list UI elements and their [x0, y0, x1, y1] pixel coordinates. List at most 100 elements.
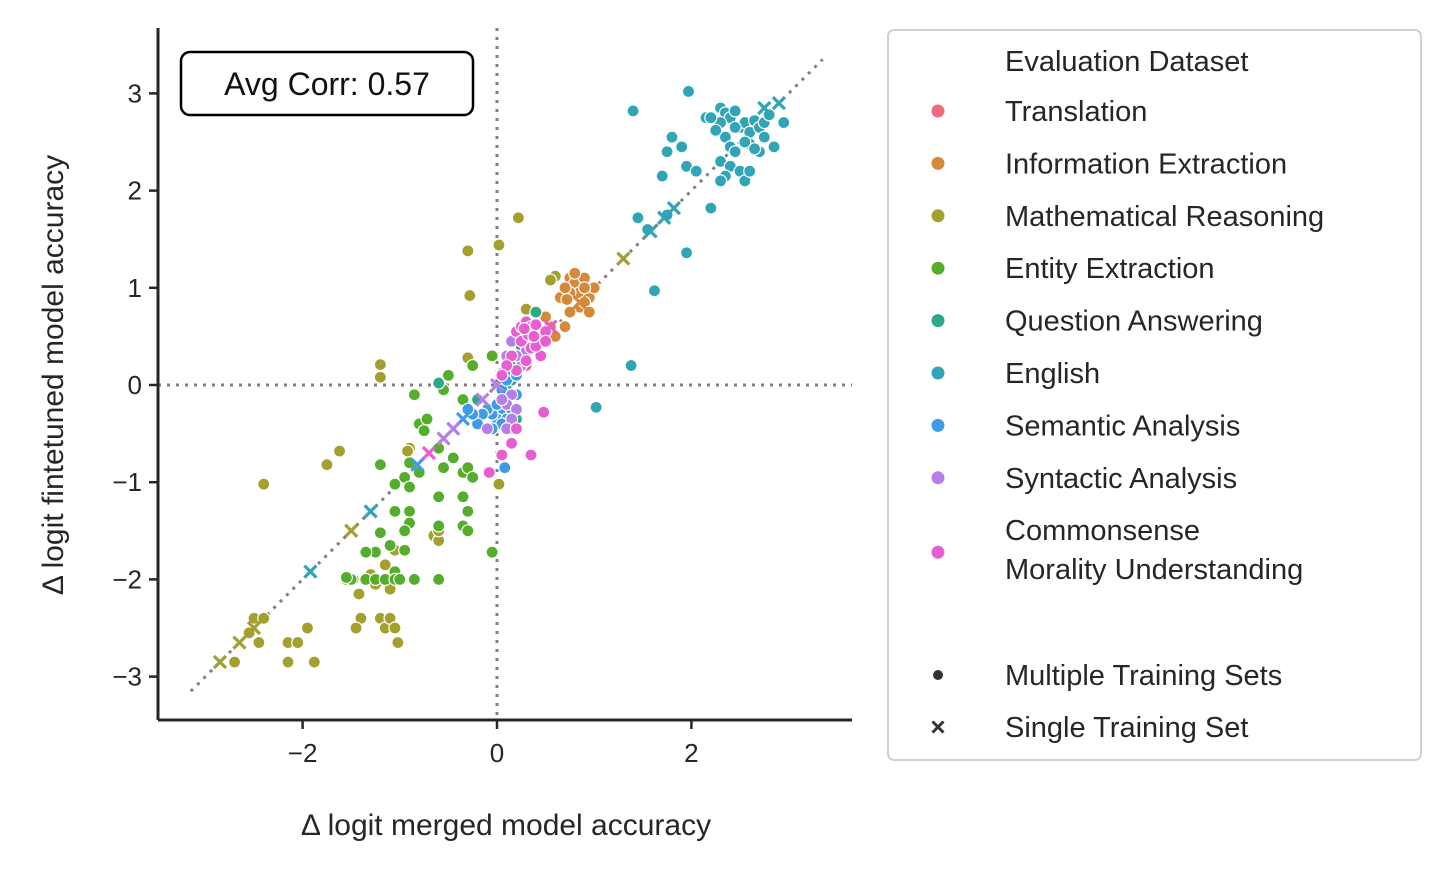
point-entity-extraction	[393, 572, 407, 587]
corr-annotation-box	[179, 50, 475, 117]
single-point-mathematical-reasoning	[344, 523, 359, 538]
point-mathematical-reasoning	[388, 621, 402, 635]
legend-frame	[887, 29, 1422, 761]
point-english	[631, 211, 645, 225]
legend-label-translation: Translation	[1005, 96, 1147, 128]
single-point-syntactic-analysis	[475, 392, 490, 407]
y-tick-label: 2	[128, 176, 142, 206]
point-entity-extraction	[402, 504, 417, 518]
point-entity-extraction	[388, 477, 402, 491]
point-commonsense-morality-understanding	[495, 448, 509, 462]
point-entity-extraction	[446, 451, 460, 465]
legend-style-label: Single Training Set	[1005, 712, 1248, 744]
point-entity-extraction	[441, 368, 455, 382]
point-english	[704, 201, 718, 215]
point-mathematical-reasoning	[257, 477, 271, 491]
point-english	[747, 142, 762, 156]
point-commonsense-morality-understanding	[537, 405, 551, 419]
point-information-extraction	[558, 320, 572, 334]
point-english	[728, 104, 742, 118]
point-entity-extraction	[359, 545, 373, 559]
y-ticks: −3 −2 −1 0 1 2 3	[112, 78, 158, 692]
single-point-commonsense-morality-understanding	[421, 445, 437, 461]
single-point-mathematical-reasoning	[212, 654, 228, 670]
x-tick-label: −2	[288, 738, 318, 768]
point-entity-extraction	[461, 504, 475, 518]
point-entity-extraction	[402, 480, 417, 494]
point-english	[767, 140, 781, 154]
point-mathematical-reasoning	[373, 357, 387, 372]
point-commonsense-morality-understanding	[495, 368, 509, 382]
point-entity-extraction	[466, 358, 480, 373]
point-entity-extraction	[461, 524, 475, 538]
point-information-extraction	[568, 266, 582, 280]
point-english	[681, 84, 696, 99]
legend-label-mathematical-reasoning: Mathematical Reasoning	[1005, 201, 1324, 233]
data-points	[212, 84, 791, 670]
legend-label-entity-extraction: Entity Extraction	[1005, 253, 1215, 285]
x-tick-label: 0	[490, 738, 504, 768]
point-question-answering	[432, 376, 446, 390]
legend-label-syntactic-analysis: Syntactic Analysis	[1005, 463, 1237, 495]
legend-marker-semantic-analysis	[931, 418, 945, 432]
single-point-semantic-analysis	[410, 457, 425, 472]
legend-label-question-answering: Question Answering	[1005, 306, 1263, 338]
point-english	[738, 135, 752, 149]
point-entity-extraction	[432, 490, 446, 504]
point-syntactic-analysis	[495, 392, 509, 407]
legend-marker-question-answering	[931, 314, 945, 328]
point-entity-extraction	[432, 519, 446, 533]
single-point-english	[303, 564, 318, 579]
point-entity-extraction	[485, 545, 499, 559]
point-english	[655, 169, 669, 183]
point-semantic-analysis	[498, 461, 512, 475]
point-information-extraction	[582, 305, 596, 319]
y-tick-label: 0	[128, 370, 142, 400]
point-commonsense-morality-understanding	[504, 436, 519, 450]
single-point-english	[666, 200, 682, 216]
point-mathematical-reasoning	[352, 587, 366, 601]
legend-label-english: English	[1005, 358, 1100, 390]
legend-label-information-extraction: Information Extraction	[1005, 148, 1287, 180]
point-commonsense-morality-understanding	[538, 334, 553, 348]
point-mathematical-reasoning	[252, 635, 266, 650]
x-ticks: −2 0 2	[288, 720, 699, 768]
point-mathematical-reasoning	[461, 244, 475, 258]
legend-style-label: Multiple Training Sets	[1005, 660, 1282, 692]
point-english	[679, 246, 694, 260]
point-english	[665, 130, 679, 144]
x-axis-label: Δ logit merged model accuracy	[301, 809, 711, 842]
single-point-mathematical-reasoning	[616, 251, 631, 266]
legend-entries: Translation Information Extraction Mathema…	[931, 96, 1324, 586]
point-commonsense-morality-understanding	[482, 465, 496, 480]
legend-style-dot-icon	[933, 670, 943, 680]
point-entity-extraction	[388, 504, 402, 518]
legend-label-semantic-analysis: Semantic Analysis	[1005, 410, 1240, 442]
point-mathematical-reasoning	[511, 211, 525, 225]
point-entity-extraction	[373, 458, 387, 472]
legend: Evaluation Dataset Translation Informatio…	[887, 29, 1422, 761]
point-entity-extraction	[407, 572, 421, 587]
point-entity-extraction	[383, 538, 397, 552]
point-entity-extraction	[398, 543, 412, 557]
point-english	[743, 164, 757, 178]
legend-marker-syntactic-analysis	[931, 471, 945, 485]
legend-marker-information-extraction	[931, 156, 945, 170]
point-commonsense-morality-understanding	[519, 354, 533, 368]
point-english	[689, 164, 703, 178]
point-english	[709, 123, 723, 137]
point-mathematical-reasoning	[378, 558, 392, 572]
point-commonsense-morality-understanding	[509, 422, 524, 436]
point-mathematical-reasoning	[492, 238, 506, 252]
corr-annotation: Avg Corr: 0.57	[224, 66, 430, 102]
point-information-extraction	[577, 281, 592, 295]
single-point-english	[363, 504, 378, 519]
point-mathematical-reasoning	[492, 477, 506, 491]
point-entity-extraction	[417, 424, 431, 438]
point-english	[704, 111, 718, 125]
point-english	[589, 400, 603, 414]
y-tick-label: −3	[112, 662, 142, 692]
point-information-extraction	[558, 281, 572, 295]
legend-label-commonsense-morality-understanding: Commonsense Morality Understanding	[1005, 515, 1303, 586]
point-english	[728, 145, 742, 159]
